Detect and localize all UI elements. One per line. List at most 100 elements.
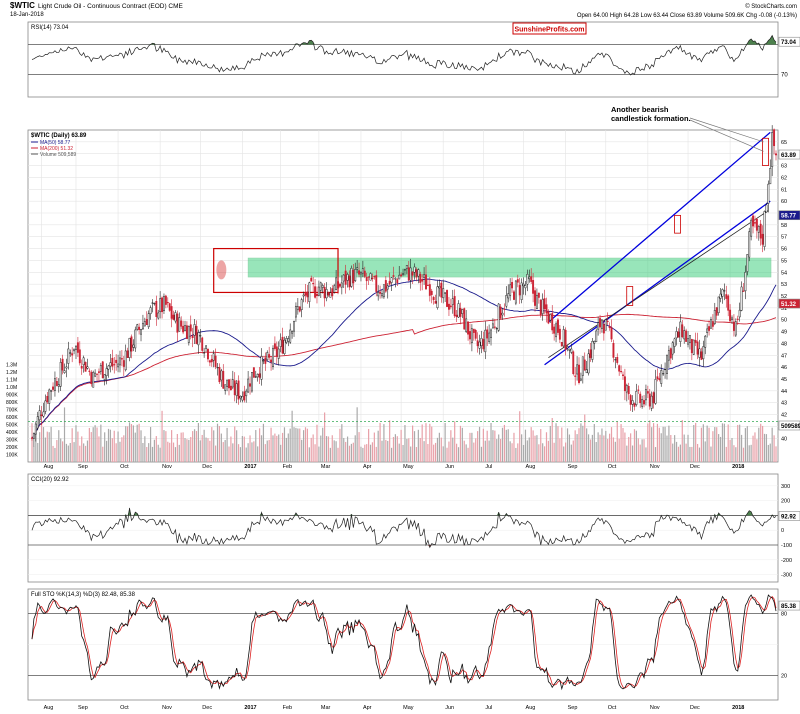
watermark: SunshineProfits.com bbox=[514, 27, 584, 34]
candle-body bbox=[214, 355, 217, 367]
volume-bar bbox=[40, 422, 43, 462]
candle-body bbox=[180, 320, 183, 327]
candle-body bbox=[134, 329, 137, 349]
volume-bar bbox=[461, 427, 463, 462]
month-label: Sep bbox=[568, 705, 578, 711]
rsi-value-label-box bbox=[778, 36, 800, 47]
candle-body bbox=[664, 368, 667, 371]
volume-bar bbox=[740, 434, 743, 462]
candle-body bbox=[660, 370, 663, 384]
candle-body bbox=[396, 279, 399, 284]
volume-bar bbox=[649, 420, 651, 462]
volume-bar bbox=[586, 428, 588, 462]
volume-bar bbox=[641, 439, 643, 462]
volume-bar bbox=[138, 423, 140, 462]
volume-bar bbox=[524, 429, 527, 462]
volume-bar bbox=[375, 446, 377, 462]
ma50-value-label-box bbox=[778, 210, 800, 221]
volume-bar bbox=[58, 430, 60, 462]
candle-body bbox=[283, 339, 286, 354]
volume-bar bbox=[429, 423, 431, 462]
volume-bar bbox=[383, 424, 385, 462]
candle-body bbox=[509, 284, 512, 296]
candle-body bbox=[371, 277, 374, 280]
volume-bar bbox=[670, 435, 672, 462]
volume-bar bbox=[308, 447, 310, 462]
candle-body bbox=[748, 231, 751, 258]
month-label: Aug bbox=[44, 464, 54, 470]
candle-body bbox=[426, 284, 429, 286]
candle-body bbox=[425, 274, 427, 290]
candle-body bbox=[54, 378, 56, 391]
volume-bar bbox=[297, 428, 299, 462]
candle-body bbox=[241, 396, 244, 401]
candle-body bbox=[229, 385, 232, 391]
volume-bar bbox=[203, 429, 205, 462]
volume-bar bbox=[714, 427, 716, 462]
price-tick-label: 54 bbox=[781, 270, 787, 276]
candle-body bbox=[323, 286, 326, 299]
volume-bar bbox=[278, 434, 280, 462]
candle-body bbox=[293, 321, 295, 332]
volume-bar bbox=[721, 423, 724, 462]
volume-bar bbox=[369, 444, 372, 462]
volume-bar bbox=[333, 440, 335, 462]
candle-body bbox=[231, 379, 234, 388]
volume-bar bbox=[301, 439, 303, 462]
candle-body bbox=[440, 282, 443, 298]
candle-body bbox=[469, 331, 471, 340]
candle-body bbox=[623, 376, 626, 392]
volume-bar bbox=[362, 447, 364, 462]
volume-bar bbox=[450, 430, 452, 462]
price-tick-label: 52 bbox=[781, 294, 787, 300]
candle-body bbox=[287, 338, 290, 342]
candle-body bbox=[641, 399, 644, 407]
candle-body bbox=[746, 254, 749, 272]
volume-bar bbox=[580, 423, 582, 462]
candle-body bbox=[436, 286, 439, 308]
volume-bar bbox=[195, 431, 198, 462]
candle-body bbox=[237, 380, 240, 400]
cci-tick-label: 200 bbox=[781, 499, 790, 505]
candle-body bbox=[90, 372, 93, 385]
volume-bar bbox=[157, 444, 159, 462]
volume-bar bbox=[475, 438, 477, 462]
volume-bar bbox=[488, 440, 490, 462]
candle-body bbox=[767, 183, 770, 204]
candle-body bbox=[549, 314, 552, 321]
volume-bar bbox=[398, 443, 400, 462]
candle-body bbox=[335, 277, 338, 290]
volume-bar bbox=[96, 427, 98, 462]
candle-body bbox=[384, 280, 387, 292]
volume-bar bbox=[425, 423, 427, 462]
volume-bar bbox=[314, 444, 316, 462]
volume-bar bbox=[559, 438, 561, 462]
volume-bar bbox=[90, 432, 92, 462]
candle-body bbox=[264, 357, 267, 364]
candle-body bbox=[52, 386, 54, 390]
price-tick-label: 63 bbox=[781, 164, 787, 170]
volume-bar bbox=[325, 436, 328, 462]
volume-bar bbox=[356, 407, 358, 462]
candle-body bbox=[285, 338, 288, 343]
candle-body bbox=[147, 313, 150, 328]
price-tick-label: 48 bbox=[781, 341, 787, 347]
candle-body bbox=[254, 376, 257, 378]
candle-body bbox=[161, 297, 164, 313]
volume-bar bbox=[193, 429, 196, 462]
candle-body bbox=[199, 335, 202, 337]
cci-frame bbox=[27, 473, 779, 583]
candle-body bbox=[547, 311, 550, 324]
price-tick-label: 43 bbox=[781, 401, 787, 407]
cci-line bbox=[31, 507, 777, 549]
volume-bar bbox=[155, 436, 157, 462]
volume-bar bbox=[295, 427, 297, 462]
volume-bar bbox=[385, 439, 387, 462]
candle-body bbox=[404, 269, 406, 271]
volume-bar bbox=[454, 421, 456, 462]
candle-body bbox=[302, 294, 305, 297]
volume-bar bbox=[647, 423, 649, 462]
candle-body bbox=[38, 410, 41, 421]
volume-bar bbox=[111, 438, 113, 462]
